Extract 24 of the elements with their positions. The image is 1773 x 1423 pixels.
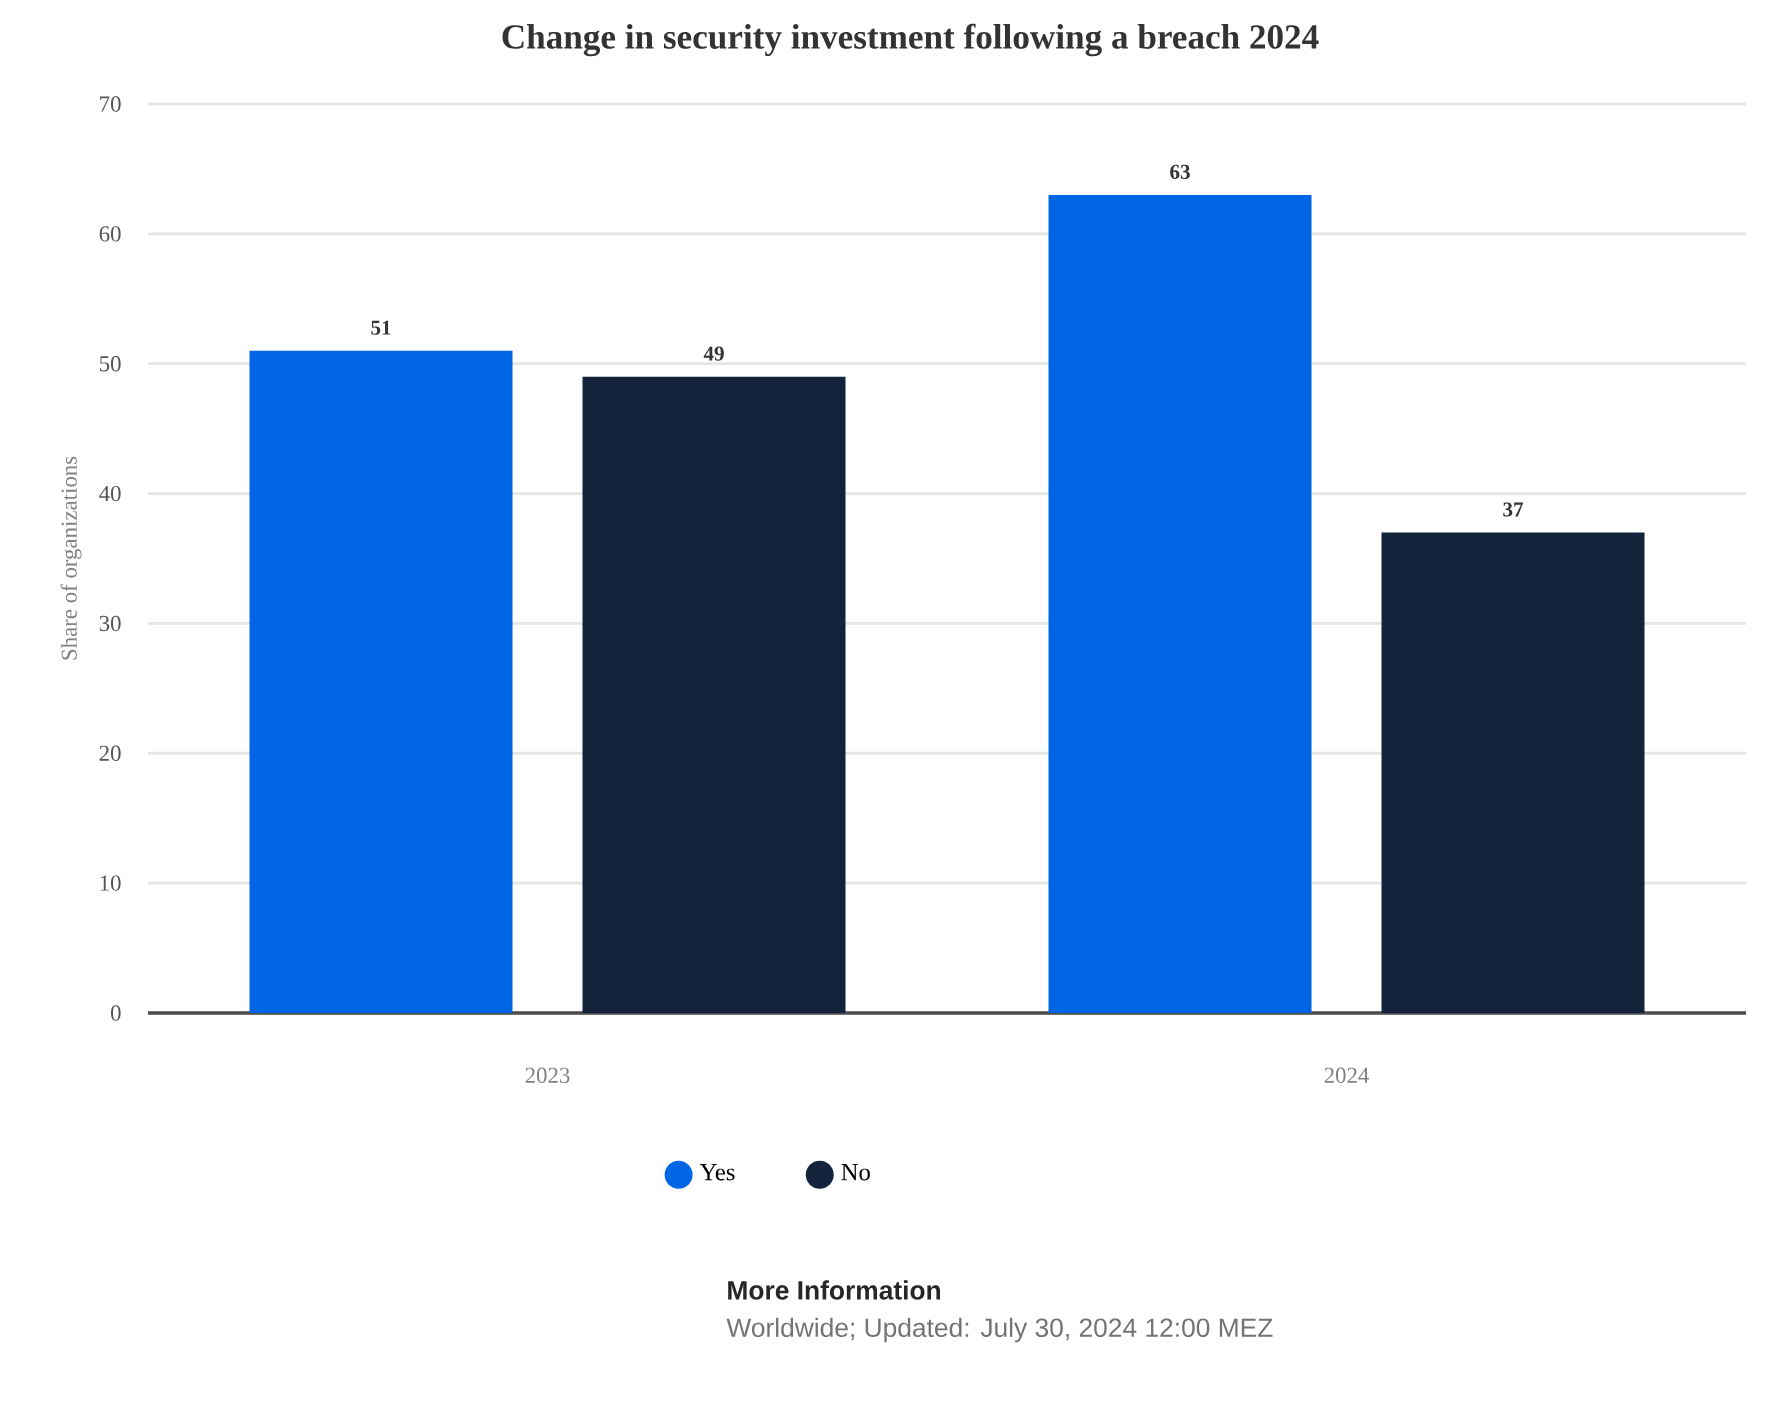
data-label: 37 — [1503, 502, 1524, 517]
bar — [1048, 194, 1312, 1013]
bar — [582, 376, 846, 1013]
y-tick-label: 60 — [99, 226, 121, 242]
text: More Information — [728, 1280, 941, 1300]
data-label: 63 — [1170, 164, 1190, 179]
legend-label: Yes — [699, 1164, 735, 1181]
x-tick-label: 2023 — [525, 1067, 570, 1083]
y-tick-label: 70 — [100, 96, 121, 112]
bar — [1381, 532, 1645, 1013]
y-tick-label: 50 — [100, 356, 121, 372]
y-tick-label: 20 — [99, 745, 121, 761]
y-tick-label: 30 — [99, 615, 121, 632]
y-tick-label: 0 — [110, 1005, 121, 1021]
y-axis-title: Share of organizations — [60, 456, 82, 660]
legend-label: No — [841, 1164, 870, 1181]
chart-title: Change in security investment following a breach 2024 — [502, 23, 1319, 57]
text: Worldwide; Updated: July 30, 2024 12:00 MEZ — [726, 1317, 1273, 1343]
x-tick-label: 2024 — [1324, 1067, 1370, 1083]
data-label: 51 — [371, 320, 391, 335]
bar — [249, 350, 513, 1013]
y-tick-label: 10 — [100, 875, 121, 891]
y-tick-label: 40 — [99, 485, 121, 502]
data-label: 49 — [703, 346, 724, 361]
